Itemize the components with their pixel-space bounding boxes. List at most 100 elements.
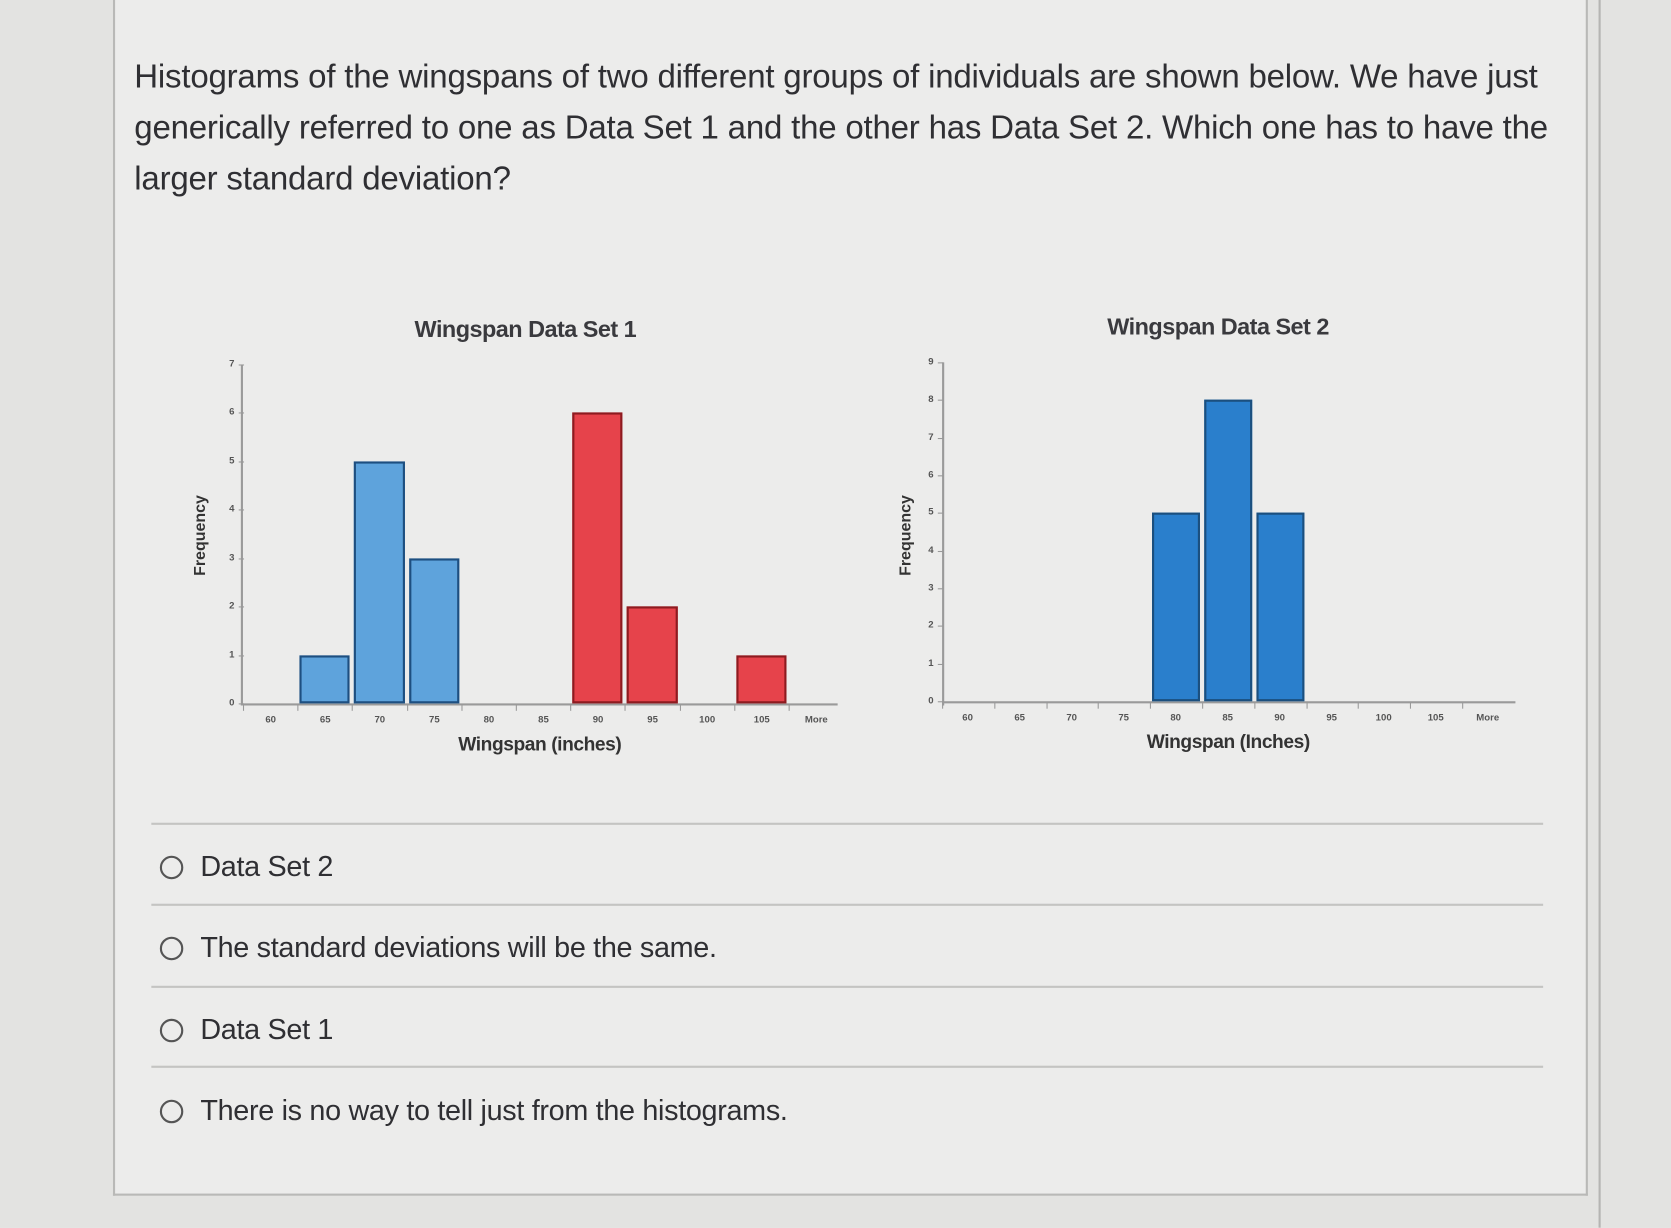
y-tick-mark — [937, 437, 944, 439]
x-tick-label: 60 — [962, 711, 973, 723]
histogram-bar — [572, 412, 623, 704]
radio-button[interactable] — [159, 855, 184, 879]
x-tick-label: 70 — [1066, 711, 1077, 723]
y-tick-mark — [937, 701, 944, 703]
histogram-bar — [627, 606, 678, 704]
histogram-bar — [299, 654, 350, 704]
x-axis — [240, 703, 838, 706]
chart-title: Wingspan Data Set 1 — [414, 315, 637, 343]
x-tick-mark — [406, 704, 408, 711]
y-tick-mark — [238, 509, 245, 511]
y-tick-mark — [238, 703, 245, 705]
x-tick-mark — [994, 702, 996, 709]
histogram-bar — [354, 461, 405, 704]
x-tick-label: 95 — [1326, 711, 1338, 723]
x-tick-mark — [1150, 702, 1152, 709]
y-tick-mark — [937, 512, 944, 515]
chart-title: Wingspan Data Set 2 — [1107, 313, 1329, 340]
x-tick-mark — [788, 704, 790, 711]
x-tick-mark — [679, 704, 681, 711]
option-data-set-1[interactable]: Data Set 1 — [159, 1013, 334, 1046]
x-tick-label: 100 — [699, 714, 716, 725]
x-tick-label: More — [804, 714, 828, 725]
radio-button[interactable] — [159, 1099, 184, 1123]
y-axis-label: Frequency — [191, 495, 210, 576]
y-tick-label: 0 — [928, 694, 934, 706]
y-tick-mark — [937, 550, 944, 552]
x-tick-mark — [352, 704, 354, 711]
option-label: There is no way to tell just from the hi… — [200, 1094, 788, 1127]
histogram-bar — [408, 558, 460, 704]
y-tick-label: 3 — [928, 581, 934, 593]
x-tick-label: 75 — [1118, 711, 1129, 723]
x-tick-mark — [734, 704, 736, 711]
x-tick-mark — [1410, 702, 1412, 709]
x-tick-label: 85 — [1222, 711, 1234, 723]
divider — [151, 985, 1544, 988]
x-tick-mark — [242, 704, 245, 711]
x-tick-label: 65 — [1014, 711, 1025, 723]
y-tick-mark — [238, 606, 245, 608]
x-tick-mark — [461, 704, 463, 711]
y-tick-label: 5 — [928, 506, 934, 518]
radio-button[interactable] — [159, 1018, 184, 1042]
y-tick-label: 4 — [229, 503, 235, 514]
y-tick-mark — [238, 558, 245, 560]
x-tick-label: 90 — [592, 714, 604, 725]
y-tick-mark — [238, 461, 245, 463]
y-tick-mark — [937, 663, 944, 665]
y-tick-label: 9 — [928, 355, 934, 367]
y-tick-label: 2 — [229, 600, 235, 611]
x-tick-mark — [1358, 702, 1360, 709]
option-label: Data Set 1 — [200, 1013, 334, 1046]
y-tick-label: 1 — [229, 648, 235, 660]
y-tick-mark — [937, 399, 944, 402]
y-tick-label: 7 — [229, 358, 235, 369]
x-tick-label: 100 — [1375, 711, 1392, 723]
x-tick-mark — [942, 702, 944, 709]
x-tick-mark — [1462, 702, 1464, 709]
y-tick-label: 6 — [229, 406, 235, 418]
x-tick-mark — [1202, 702, 1204, 709]
divider — [151, 903, 1544, 906]
divider — [151, 822, 1544, 825]
y-tick-mark — [937, 362, 944, 364]
x-tick-mark — [1046, 702, 1048, 709]
histogram-bar — [1256, 512, 1304, 702]
y-tick-mark — [238, 364, 245, 366]
x-tick-label: 75 — [429, 714, 440, 725]
y-tick-mark — [937, 475, 944, 477]
x-tick-label: 80 — [1170, 711, 1181, 723]
option-same[interactable]: The standard deviations will be the same… — [159, 931, 717, 964]
histogram-bar — [1152, 512, 1200, 702]
y-tick-label: 6 — [928, 468, 934, 480]
x-tick-label: 95 — [647, 714, 658, 725]
histogram-bar — [1204, 399, 1252, 702]
option-data-set-2[interactable]: Data Set 2 — [159, 850, 333, 883]
y-axis-label: Frequency — [896, 495, 915, 576]
x-axis-label: Wingspan (Inches) — [1146, 731, 1311, 753]
y-tick-label: 4 — [928, 544, 934, 555]
y-tick-label: 8 — [928, 393, 934, 405]
option-no-way-to-tell[interactable]: There is no way to tell just from the hi… — [159, 1094, 788, 1127]
y-tick-mark — [238, 412, 245, 414]
radio-button[interactable] — [159, 936, 184, 960]
y-axis — [942, 362, 945, 706]
x-tick-label: 60 — [265, 714, 277, 725]
y-tick-label: 2 — [928, 619, 934, 631]
divider — [151, 1065, 1544, 1068]
x-tick-mark — [624, 704, 626, 711]
histogram-bar — [736, 654, 787, 704]
y-tick-mark — [937, 625, 944, 627]
x-tick-label: More — [1476, 711, 1500, 723]
x-tick-label: 80 — [483, 714, 495, 725]
x-tick-mark — [1254, 702, 1256, 709]
y-tick-label: 1 — [928, 657, 934, 668]
x-tick-label: 70 — [374, 714, 386, 725]
y-tick-label: 0 — [229, 696, 235, 708]
x-tick-mark — [570, 704, 572, 711]
x-tick-mark — [1306, 702, 1308, 709]
question-text: Histograms of the wingspans of two diffe… — [134, 57, 1548, 198]
y-axis — [240, 364, 243, 706]
